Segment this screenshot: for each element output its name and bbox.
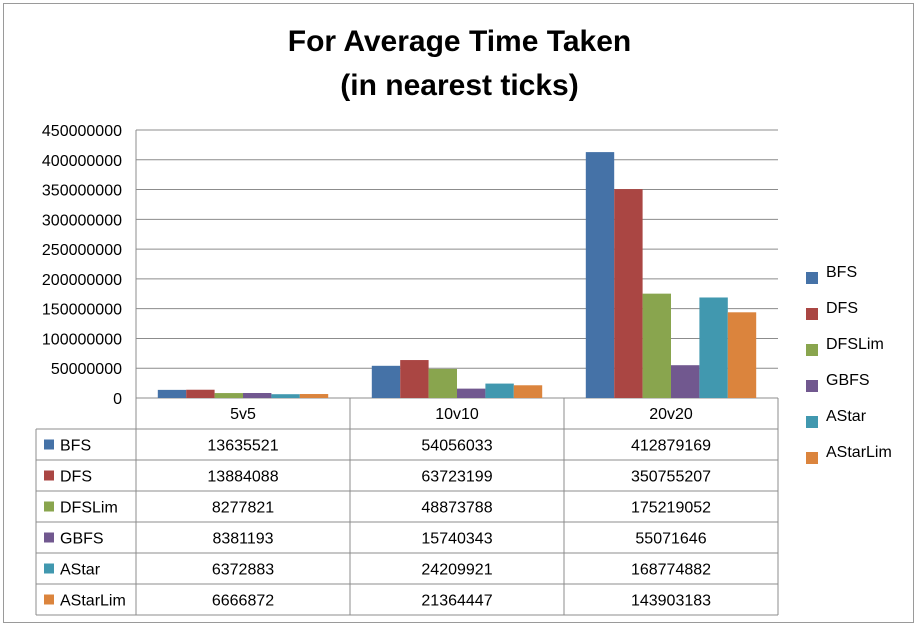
table-legend-key bbox=[44, 439, 54, 450]
category-label: 20v20 bbox=[649, 406, 693, 423]
y-tick-label: 0 bbox=[113, 391, 122, 408]
table-cell-value: 412879169 bbox=[631, 438, 711, 455]
y-tick-label: 150000000 bbox=[42, 302, 122, 319]
table-legend-key bbox=[44, 563, 54, 574]
table-cell-value: 13884088 bbox=[207, 469, 278, 486]
y-tick-label: 300000000 bbox=[42, 212, 122, 229]
bar-dfslim-5v5 bbox=[214, 393, 243, 398]
bar-astarlim-20v20 bbox=[727, 312, 757, 398]
y-tick-label: 450000000 bbox=[42, 123, 122, 140]
legend-label: BFS bbox=[826, 264, 858, 281]
table-cell-value: 21364447 bbox=[421, 593, 492, 610]
table-cell-value: 15740343 bbox=[421, 531, 492, 548]
bar-gbfs-20v20 bbox=[671, 365, 700, 398]
table-series-label: DFSLim bbox=[60, 500, 118, 517]
legend-swatch bbox=[806, 452, 818, 464]
table-cell-value: 6372883 bbox=[212, 562, 274, 579]
y-tick-label: 250000000 bbox=[42, 242, 122, 259]
y-tick-label: 100000000 bbox=[42, 331, 122, 348]
table-cell-value: 8277821 bbox=[212, 500, 274, 517]
table-cell-value: 48873788 bbox=[421, 500, 492, 517]
bar-astar-5v5 bbox=[271, 394, 300, 398]
bar-gbfs-10v10 bbox=[457, 388, 486, 398]
bar-dfs-5v5 bbox=[186, 389, 215, 398]
legend-swatch bbox=[806, 272, 818, 284]
legend-label: DFS bbox=[826, 300, 858, 317]
category-label: 10v10 bbox=[435, 406, 479, 423]
bar-dfslim-10v10 bbox=[428, 368, 457, 398]
table-cell-value: 350755207 bbox=[631, 469, 711, 486]
table-series-label: BFS bbox=[60, 438, 91, 455]
bar-astarlim-5v5 bbox=[299, 394, 329, 398]
table-legend-key bbox=[44, 532, 54, 543]
chart-title: For Average Time Taken bbox=[287, 25, 632, 58]
table-series-label: DFS bbox=[60, 469, 92, 486]
table-series-label: AStarLim bbox=[60, 593, 126, 610]
y-tick-label: 200000000 bbox=[42, 272, 122, 289]
bar-gbfs-5v5 bbox=[243, 393, 272, 398]
table-cell-value: 55071646 bbox=[635, 531, 706, 548]
y-tick-label: 350000000 bbox=[42, 183, 122, 200]
chart-subtitle: (in nearest ticks) bbox=[340, 69, 579, 102]
category-label: 5v5 bbox=[230, 406, 256, 423]
table-cell-value: 63723199 bbox=[421, 469, 492, 486]
bar-astar-10v10 bbox=[485, 383, 514, 398]
table-cell-value: 24209921 bbox=[421, 562, 492, 579]
table-cell-value: 168774882 bbox=[631, 562, 711, 579]
table-cell-value: 13635521 bbox=[207, 438, 278, 455]
legend-label: AStar bbox=[826, 408, 867, 425]
bar-astar-20v20 bbox=[699, 297, 728, 398]
table-series-label: GBFS bbox=[60, 531, 104, 548]
chart-frame bbox=[3, 3, 914, 623]
y-tick-label: 400000000 bbox=[42, 153, 122, 170]
legend-swatch bbox=[806, 308, 818, 320]
bar-dfs-10v10 bbox=[400, 360, 429, 398]
bar-bfs-5v5 bbox=[157, 389, 187, 398]
bar-bfs-10v10 bbox=[371, 365, 401, 398]
legend-label: AStarLim bbox=[826, 444, 892, 461]
bar-dfs-20v20 bbox=[614, 189, 643, 398]
table-legend-key bbox=[44, 594, 54, 605]
bar-dfslim-20v20 bbox=[642, 293, 671, 398]
table-legend-key bbox=[44, 470, 54, 481]
legend-swatch bbox=[806, 416, 818, 428]
legend-label: GBFS bbox=[826, 372, 870, 389]
table-legend-key bbox=[44, 501, 54, 512]
legend-swatch bbox=[806, 380, 818, 392]
legend-label: DFSLim bbox=[826, 336, 884, 353]
y-tick-label: 50000000 bbox=[51, 361, 122, 378]
table-cell-value: 6666872 bbox=[212, 593, 274, 610]
legend-swatch bbox=[806, 344, 818, 356]
table-series-label: AStar bbox=[60, 562, 101, 579]
bar-bfs-20v20 bbox=[585, 152, 615, 398]
table-cell-value: 8381193 bbox=[212, 531, 273, 548]
table-cell-value: 54056033 bbox=[421, 438, 492, 455]
table-cell-value: 143903183 bbox=[631, 593, 711, 610]
table-cell-value: 175219052 bbox=[631, 500, 711, 517]
bar-astarlim-10v10 bbox=[513, 385, 543, 398]
